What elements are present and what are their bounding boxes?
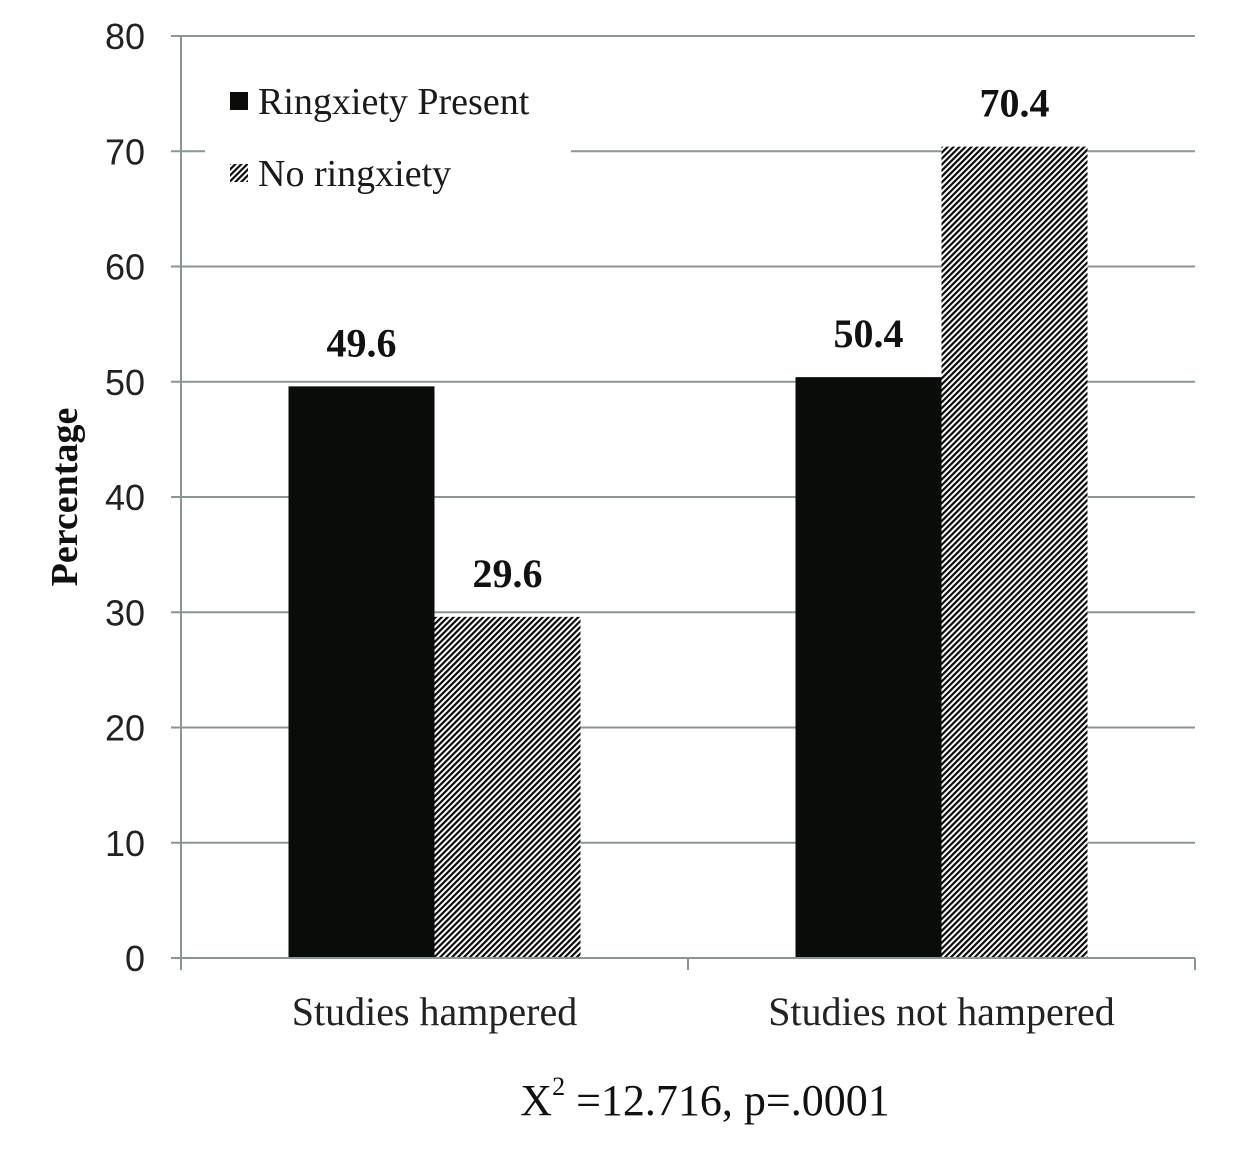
- legend: Ringxiety Present No ringxiety: [205, 60, 571, 200]
- x-category-label: Studies not hampered: [768, 989, 1115, 1034]
- data-label: 29.6: [473, 551, 543, 596]
- y-tick-label: 10: [105, 823, 145, 864]
- chi-square-annotation: X2 =12.716, p=.0001: [520, 1072, 889, 1125]
- y-axis: 0 10 20 30 40 50 60 70 80: [105, 16, 182, 979]
- bar-no-ringxiety: [434, 616, 581, 958]
- legend-label-ringxiety-present: Ringxiety Present: [258, 81, 530, 123]
- y-tick-label: 80: [105, 16, 145, 57]
- bar-ringxiety-present: [795, 377, 942, 958]
- y-tick-label: 20: [105, 708, 145, 749]
- data-labels: 49.6 29.6 50.4 70.4: [327, 81, 1050, 596]
- bar-ringxiety-present: [288, 386, 435, 958]
- bars: [288, 146, 1088, 958]
- y-tick-label: 70: [105, 131, 145, 172]
- y-axis-label: Percentage: [44, 408, 86, 587]
- y-tick-label: 40: [105, 477, 145, 518]
- legend-swatch-ringxiety-present: [230, 92, 248, 110]
- y-tick-label: 50: [105, 362, 145, 403]
- legend-label-no-ringxiety: No ringxiety: [258, 153, 451, 195]
- y-tick-label: 30: [105, 592, 145, 633]
- legend-swatch-no-ringxiety: [230, 164, 248, 182]
- y-tick-label: 0: [125, 938, 145, 979]
- bar-no-ringxiety: [941, 146, 1088, 958]
- y-tick-label: 60: [105, 247, 145, 288]
- x-category-label: Studies hampered: [292, 989, 578, 1034]
- data-label: 49.6: [327, 320, 397, 365]
- data-label: 50.4: [834, 311, 904, 356]
- x-axis: Studies hampered Studies not hampered: [180, 957, 1196, 1034]
- data-label: 70.4: [980, 81, 1050, 126]
